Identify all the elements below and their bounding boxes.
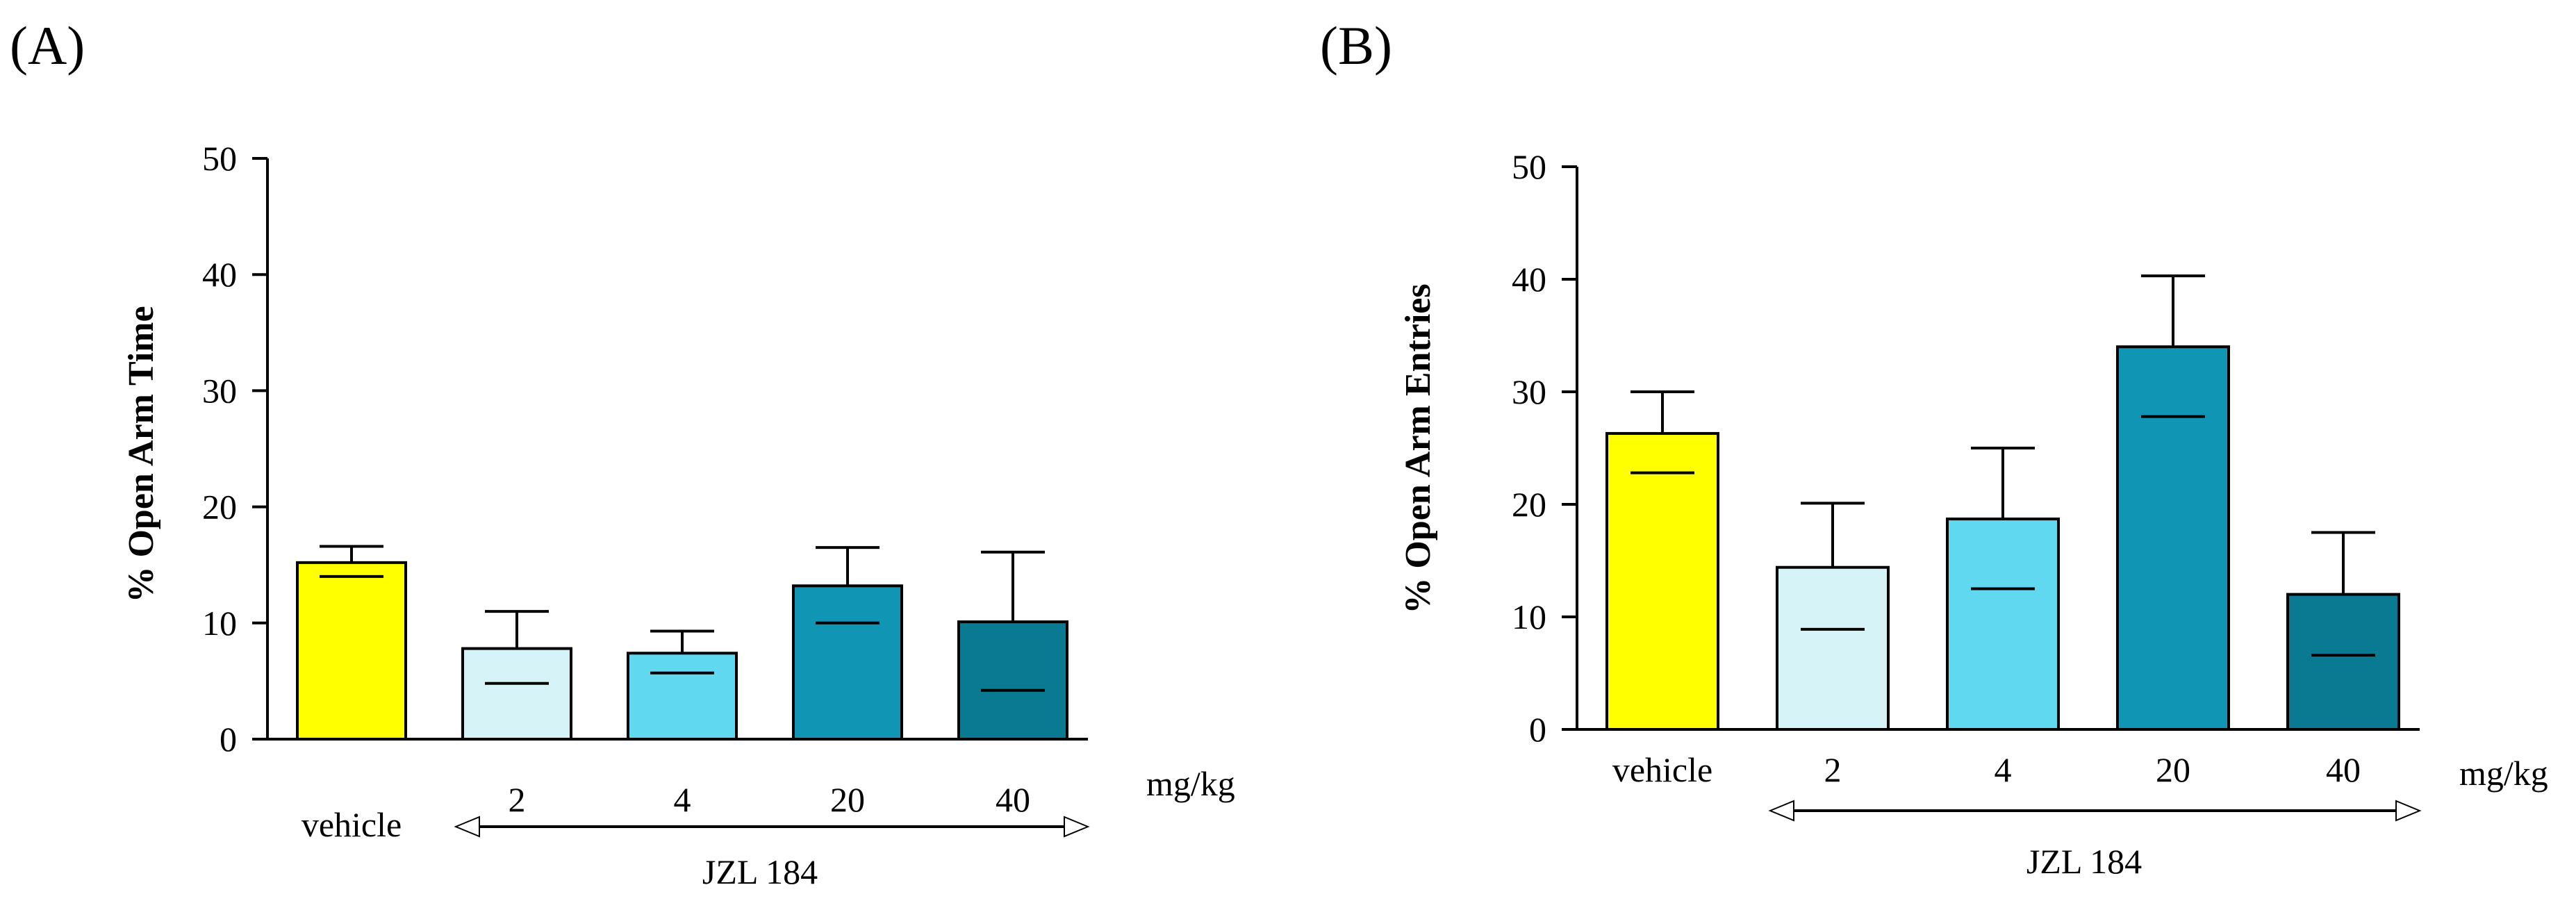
panel-b-bar-dose-40 [2286, 593, 2400, 731]
panel-a-bar-dose-40 [957, 620, 1068, 741]
panel-b-bar-dose-2 [1776, 565, 1890, 731]
panel-a-category-label-vehicle: vehicle [302, 805, 402, 844]
panel-a-group-arrow-right-head [1064, 816, 1090, 838]
panel-a-y-label: % Open Arm Time [122, 306, 161, 602]
panel-a-label: (A) [10, 15, 85, 76]
panel-b-group-arrow [1768, 800, 2422, 822]
panel-a-bar-dose-20 [792, 584, 903, 741]
panel-b-bar-dose-20 [2116, 345, 2230, 731]
panel-b-y-tick-label: 10 [1512, 597, 1546, 636]
panel-b-category-label-dose-40: 40 [2326, 750, 2361, 789]
panel-a-y-tick-label: 30 [202, 371, 237, 410]
panel-a-group-arrow-left-head [454, 816, 480, 838]
panel-a-y-tick-label: 50 [202, 139, 237, 178]
panel-a-y-tick-label: 0 [220, 720, 237, 759]
panel-b-bar-dose-4 [1946, 518, 2060, 731]
panel-b-y-tick-label: 40 [1512, 260, 1546, 299]
panel-b-y-tick-label: 50 [1512, 147, 1546, 186]
panel-a-category-label-dose-20: 20 [830, 780, 865, 819]
panel-a-unit-label: mg/kg [1146, 764, 1235, 803]
panel-a-y-tick-label: 10 [202, 604, 237, 643]
panel-b-category-labels: vehicle 2 4 20 40 [1612, 750, 2361, 789]
panel-b-y-tick-label: 30 [1512, 372, 1546, 411]
panel-a-bars [296, 545, 1068, 741]
panel-b-y-label: % Open Arm Entries [1398, 283, 1438, 613]
panel-b-group-arrow-right-head [2395, 800, 2422, 822]
panel-b-unit-label: mg/kg [2459, 754, 2548, 793]
panel-a-category-labels: vehicle 2 4 20 40 [302, 780, 1030, 844]
panel-b-category-label-vehicle: vehicle [1612, 750, 1712, 789]
panel-b-y-tick-label: 0 [1529, 710, 1546, 749]
panel-a-bar-dose-4 [627, 652, 738, 741]
panel-b-group-label: JZL 184 [2026, 842, 2142, 881]
panel-b-category-label-dose-2: 2 [1824, 750, 1842, 789]
panel-a-y-tick-label: 40 [202, 255, 237, 294]
panel-b: (B) 0 10 20 30 40 50 % Open Arm Entries vehic… [1320, 15, 2548, 881]
panel-a-category-label-dose-40: 40 [996, 780, 1030, 819]
panel-a-bar-dose-2 [461, 647, 572, 741]
panel-a-group-arrow [454, 816, 1090, 838]
panel-a-category-label-dose-2: 2 [509, 780, 526, 819]
panel-b-category-label-dose-4: 4 [1995, 750, 2012, 789]
panel-b-category-label-dose-20: 20 [2156, 750, 2190, 789]
panel-b-label: (B) [1320, 15, 1392, 76]
panel-b-y-tick-label: 20 [1512, 485, 1546, 524]
panel-b-bars [1605, 274, 2400, 731]
panel-a-category-label-dose-4: 4 [674, 780, 691, 819]
panel-a: (A) 0 10 20 30 40 50 % Open Arm Time vehicle 2… [10, 15, 1235, 891]
panel-a-bar-vehicle [296, 561, 407, 741]
panel-a-y-tick-label: 20 [202, 488, 237, 527]
panel-a-group-label: JZL 184 [702, 852, 818, 891]
panel-b-group-arrow-left-head [1768, 800, 1794, 822]
panel-b-bar-vehicle [1605, 431, 1719, 731]
